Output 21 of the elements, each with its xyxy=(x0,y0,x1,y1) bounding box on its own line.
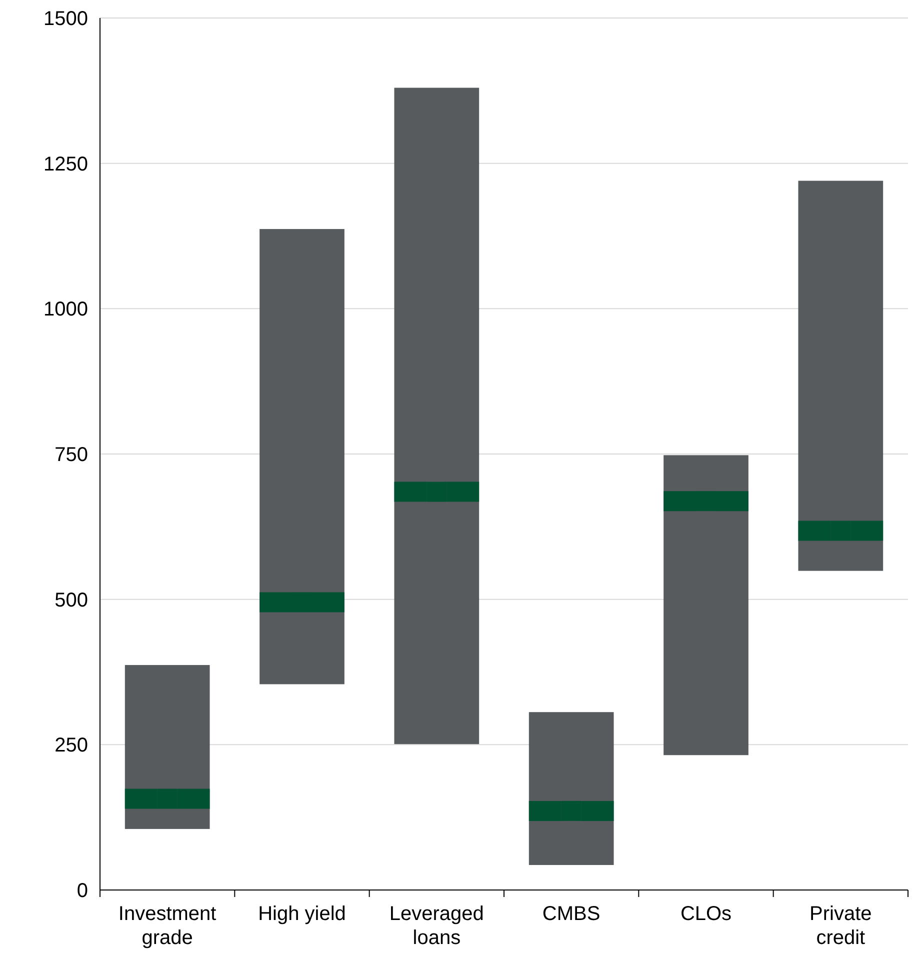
x-tick-label: Leveraged loans xyxy=(389,903,484,949)
x-tick-label: Private credit xyxy=(810,903,872,949)
y-tick-label: 1000 xyxy=(44,298,88,321)
bar xyxy=(664,455,748,756)
y-tick-label: 500 xyxy=(54,589,88,612)
bar xyxy=(394,88,480,744)
bar xyxy=(798,180,884,571)
bar xyxy=(260,229,344,684)
point xyxy=(830,520,851,541)
y-tick-label: 750 xyxy=(54,444,88,466)
y-tick-label: 1250 xyxy=(44,153,88,176)
x-tick-label: High yield xyxy=(258,903,346,925)
point xyxy=(561,800,582,821)
y-tick-label: 1500 xyxy=(44,8,88,30)
x-tick-label: CLOs xyxy=(680,903,732,925)
x-tick-label: Investment grade xyxy=(118,903,217,949)
point xyxy=(426,482,447,502)
y-tick-label: 250 xyxy=(54,734,88,757)
point xyxy=(157,788,178,809)
y-tick-label: 0 xyxy=(76,880,88,902)
x-tick-label: CMBS xyxy=(542,903,600,925)
